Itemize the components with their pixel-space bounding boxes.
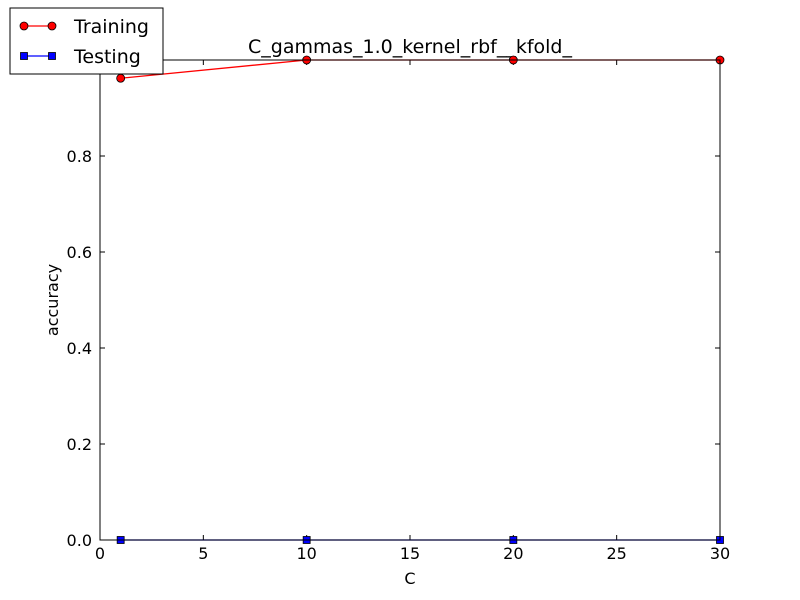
legend-box — [9, 7, 164, 75]
legend-training-marker — [19, 21, 29, 31]
legend-testing-marker — [20, 52, 28, 60]
y-axis-label: accuracy — [43, 264, 62, 336]
x-tick-label: 0 — [95, 544, 105, 563]
x-tick-label: 20 — [503, 544, 523, 563]
x-tick-label: 25 — [606, 544, 626, 563]
x-axis-label: C — [404, 569, 415, 588]
ticks-layer: 0 5 10 15 20 25 30 0.0 0.2 0.4 0.6 0.8 — [67, 60, 730, 563]
chart-title: C_gammas_1.0_kernel_rbf__kfold_ — [248, 36, 572, 58]
plot-frame — [99, 59, 721, 541]
legend-training-label: Training — [73, 16, 149, 38]
legend-training-marker — [47, 21, 57, 31]
y-tick-label: 0.4 — [67, 339, 92, 358]
legend: Training Testing — [9, 7, 164, 75]
x-tick-label: 10 — [296, 544, 316, 563]
y-tick-label: 0.8 — [67, 147, 92, 166]
x-tick-label: 5 — [198, 544, 208, 563]
legend-testing-label: Testing — [73, 46, 141, 68]
plot-area — [100, 60, 720, 540]
x-tick-label: 15 — [400, 544, 420, 563]
training-point — [116, 73, 126, 83]
y-tick-label: 0.6 — [67, 243, 92, 262]
legend-testing-marker — [48, 52, 56, 60]
x-tick-label: 30 — [710, 544, 730, 563]
y-tick-label: 0.0 — [67, 531, 92, 550]
y-tick-label: 0.2 — [67, 435, 92, 454]
